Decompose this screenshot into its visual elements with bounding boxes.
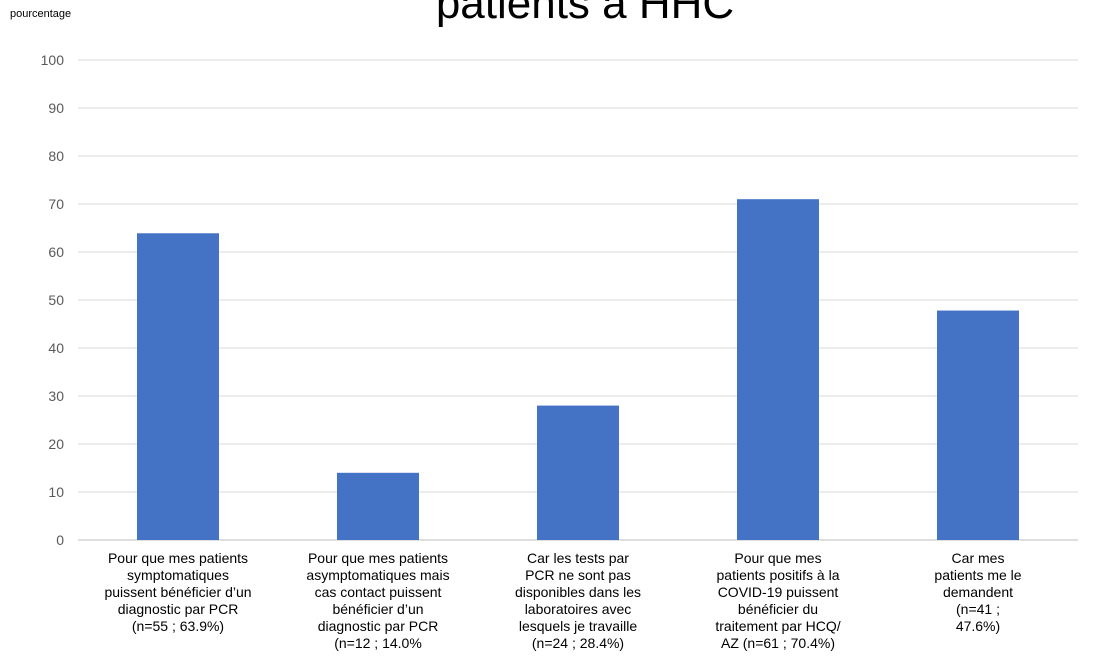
category-label-line: PCR ne sont pas bbox=[525, 567, 631, 583]
y-axis-label: pourcentage bbox=[10, 8, 71, 20]
category-label-line: (n=55 ; 63.9%) bbox=[132, 618, 224, 634]
category-label-line: traitement par HCQ/ bbox=[715, 618, 840, 634]
bars bbox=[137, 199, 1019, 540]
y-tick-label: 80 bbox=[48, 148, 64, 164]
category-label-line: Car les tests par bbox=[527, 550, 629, 566]
category-label-line: (n=12 ; 14.0% bbox=[334, 635, 422, 651]
category-label-line: cas contact puissent bbox=[315, 584, 442, 600]
category-label-line: AZ (n=61 ; 70.4%) bbox=[721, 635, 835, 651]
category-label-line: diagnostic par PCR bbox=[118, 601, 239, 617]
y-tick-label: 50 bbox=[48, 292, 64, 308]
gridlines bbox=[78, 59, 1078, 541]
y-tick-label: 70 bbox=[48, 196, 64, 212]
category-label-line: Pour que mes patients bbox=[308, 550, 448, 566]
category-label-line: patients positifs à la bbox=[717, 567, 840, 583]
category-label-line: 47.6%) bbox=[956, 618, 1000, 634]
category-label-line: laboratoires avec bbox=[525, 601, 632, 617]
y-tick-label: 30 bbox=[48, 388, 64, 404]
y-tick-label: 40 bbox=[48, 340, 64, 356]
y-tick-label: 10 bbox=[48, 484, 64, 500]
y-tick-label: 20 bbox=[48, 436, 64, 452]
category-label-line: lesquels je travaille bbox=[519, 618, 637, 634]
category-label-line: (n=41 ; bbox=[956, 601, 1000, 617]
category-label-line: Car mes bbox=[952, 550, 1005, 566]
bar bbox=[137, 233, 219, 540]
category-label-line: demandent bbox=[943, 584, 1013, 600]
category-label-line: disponibles dans les bbox=[515, 584, 641, 600]
category-label-line: patients me le bbox=[934, 567, 1021, 583]
category-label-line: (n=24 ; 28.4%) bbox=[532, 635, 624, 651]
category-labels: Pour que mes patientssymptomatiquespuiss… bbox=[104, 550, 1021, 651]
bar bbox=[937, 310, 1019, 540]
category-label-line: COVID-19 puissent bbox=[718, 584, 839, 600]
y-tick-label: 60 bbox=[48, 244, 64, 260]
y-tick-label: 90 bbox=[48, 100, 64, 116]
y-tick-labels: 0 10 20 30 40 50 60 70 80 90 100 bbox=[41, 52, 65, 548]
y-tick-label: 0 bbox=[56, 532, 64, 548]
category-label-line: asymptomatiques mais bbox=[306, 567, 449, 583]
category-label-line: bénéficier du bbox=[738, 601, 818, 617]
category-label-line: bénéficier d’un bbox=[332, 601, 423, 617]
y-tick-label: 100 bbox=[41, 52, 65, 68]
bar bbox=[537, 405, 619, 540]
category-label-line: Pour que mes bbox=[734, 550, 821, 566]
category-label-line: Pour que mes patients bbox=[108, 550, 248, 566]
bar bbox=[737, 199, 819, 540]
category-label-line: diagnostic par PCR bbox=[318, 618, 439, 634]
bar bbox=[337, 472, 419, 540]
chart-title: patients à HHC bbox=[436, 0, 734, 28]
category-label-line: puissent bénéficier d’un bbox=[104, 584, 251, 600]
category-label-line: symptomatiques bbox=[127, 567, 229, 583]
